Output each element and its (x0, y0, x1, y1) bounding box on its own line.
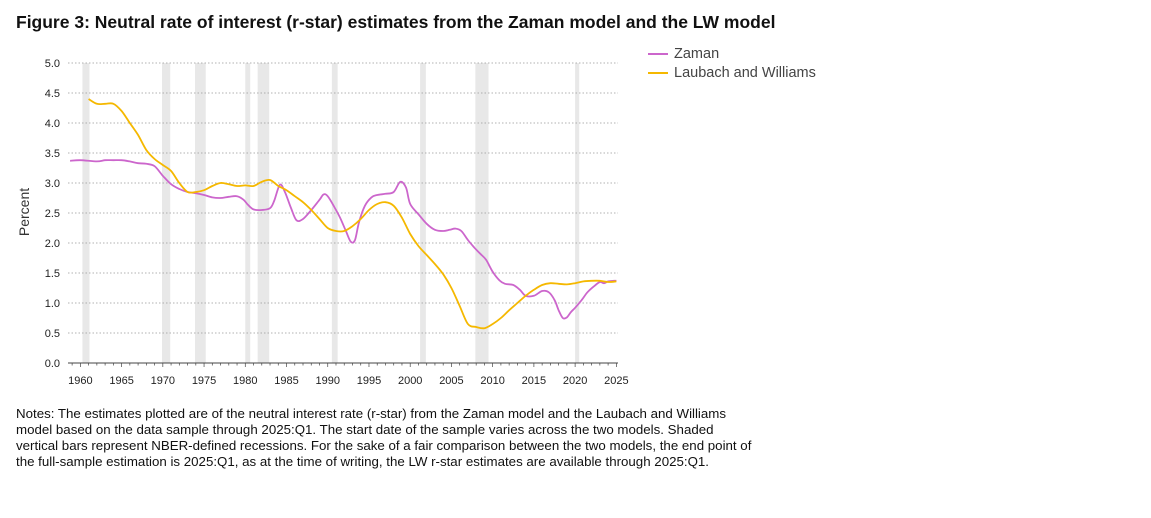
chart-title: Figure 3: Neutral rate of interest (r-st… (16, 12, 776, 32)
y-tick-label: 0.0 (45, 358, 60, 370)
legend-label-lw: Laubach and Williams (674, 64, 816, 81)
legend-item-lw: Laubach and Williams (648, 63, 816, 82)
y-tick-label: 0.5 (45, 328, 60, 340)
x-tick-label: 1980 (233, 375, 257, 387)
legend-swatch-zaman (648, 52, 668, 55)
x-tick-label: 1975 (192, 375, 216, 387)
recession-bar (257, 63, 270, 363)
y-tick-label: 2.0 (45, 238, 60, 250)
series-line-lw (88, 98, 617, 330)
x-tick-label: 2025 (604, 375, 628, 387)
x-tick-label: 1965 (109, 375, 133, 387)
y-tick-label: 3.0 (45, 178, 60, 190)
x-tick-label: 2005 (439, 375, 463, 387)
legend-swatch-lw (648, 71, 668, 74)
grid-lines (68, 62, 618, 334)
x-tick-labels: 1960 1965 1970 1975 1980 1985 1990 1995 2000 2005… (68, 375, 628, 387)
x-tick-label: 1960 (68, 375, 92, 387)
line-chart: 0.00.51.01.52.02.53.03.54.04.55.0 1960 19… (16, 58, 629, 387)
legend-label-zaman: Zaman (674, 45, 720, 62)
y-axis-label: Percent (16, 188, 32, 236)
legend: Zaman Laubach and Williams (648, 44, 816, 82)
x-tick-label: 1990 (316, 375, 340, 387)
y-tick-label: 4.5 (45, 88, 60, 100)
axes (68, 362, 618, 367)
recession-bar (575, 63, 580, 363)
y-tick-label: 2.5 (45, 208, 60, 220)
x-tick-label: 2020 (563, 375, 587, 387)
y-tick-label: 1.5 (45, 268, 60, 280)
y-tick-label: 5.0 (45, 58, 60, 70)
series-lines (70, 98, 617, 330)
y-tick-labels: 0.0 0.5 1.0 1.5 2.0 2.5 3.0 3.5 4.0 4.5 5.0 (45, 58, 60, 370)
y-tick-label: 1.0 (45, 298, 60, 310)
recession-bar (194, 63, 206, 363)
x-tick-label: 1995 (357, 375, 381, 387)
x-tick-label: 2010 (480, 375, 504, 387)
series-line-zaman (70, 159, 617, 320)
y-tick-label: 4.0 (45, 118, 60, 130)
chart-notes: Notes: The estimates plotted are of the … (16, 406, 752, 469)
x-tick-label: 2015 (522, 375, 546, 387)
x-tick-label: 1985 (274, 375, 298, 387)
legend-item-zaman: Zaman (648, 44, 816, 63)
y-tick-label: 3.5 (45, 148, 60, 160)
x-tick-label: 2000 (398, 375, 422, 387)
x-tick-label: 1970 (151, 375, 175, 387)
